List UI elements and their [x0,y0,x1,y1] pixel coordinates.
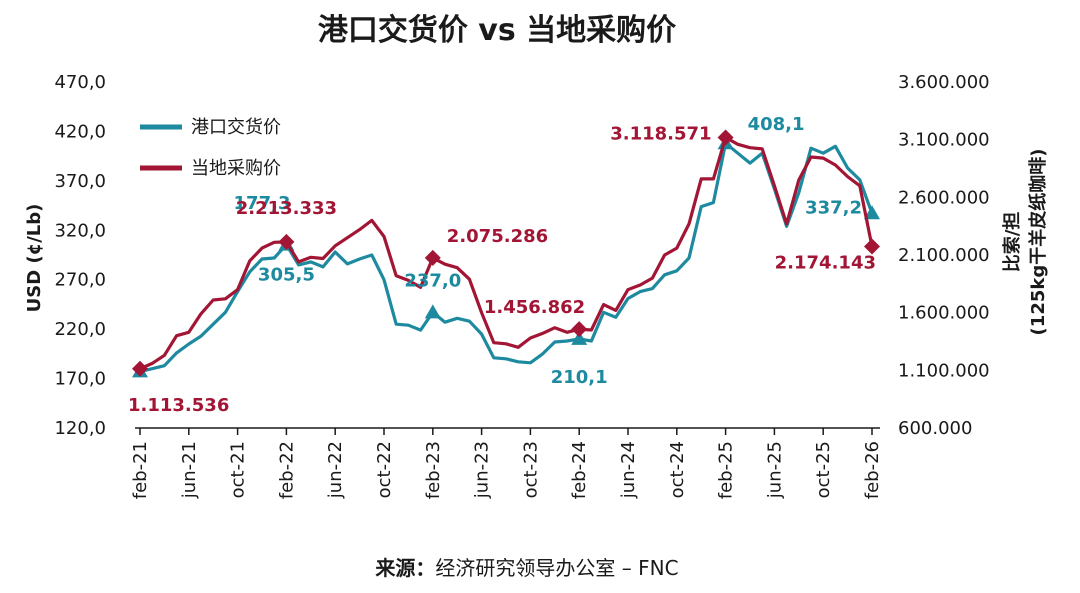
right-tick-label: 1.100.000 [898,360,990,381]
left-axis-title: USD (¢/Lb) [24,204,45,313]
data-label-fob: 237,0 [404,270,461,291]
chart-title: 港口交货价 vs 当地采购价 [318,13,676,48]
data-point-fob [571,330,588,345]
x-tick-label: feb-24 [569,441,590,499]
right-tick-label: 2.600.000 [898,187,990,208]
right-tick-label: 1.600.000 [898,303,990,324]
data-label-local: 1.113.536 [128,395,229,416]
x-tick-label: oct-22 [374,441,395,498]
left-tick-label: 170,0 [54,369,106,390]
right-axis-title-line1: 比索/担 [1001,212,1023,273]
x-tick-label: oct-25 [813,441,834,498]
data-label-fob: 305,5 [258,265,315,286]
data-point-local [424,249,441,266]
left-tick-label: 320,0 [54,220,106,241]
right-tick-label: 600.000 [898,418,972,439]
left-axis-ticks: 120,0 170,0 220,0 270,0 320,0 370,0 420,0 470,0 [54,72,106,439]
x-tick-label: oct-23 [520,441,541,498]
data-label-local: 3.118.571 [610,124,711,145]
x-tick-label: feb-23 [423,441,444,499]
left-tick-label: 220,0 [54,319,106,340]
x-tick-label: jun-22 [325,441,346,499]
data-point-fob [424,304,441,319]
right-tick-label: 3.100.000 [898,130,990,151]
data-label-local: 2.213.333 [236,198,337,219]
x-tick-label: feb-26 [862,441,883,499]
x-tick-label: feb-25 [716,441,737,499]
series-local-group [132,129,880,377]
legend-label-fob: 港口交货价 [191,117,281,138]
x-tick-label: oct-21 [228,441,249,498]
data-point-fob [864,205,880,220]
data-label-fob: 408,1 [748,114,805,135]
series-line-fob [138,141,874,373]
series-line-local [138,135,874,371]
data-point-local [864,238,880,255]
x-tick-label: jun-24 [618,441,639,499]
legend: 港口交货价 当地采购价 [140,117,281,179]
data-point-local [132,360,148,377]
data-label-fob: 210,1 [551,367,608,388]
source-label: 来源： [374,556,435,580]
data-label-local: 2.174.143 [775,252,876,273]
left-tick-label: 120,0 [54,418,106,439]
left-tick-label: 470,0 [54,72,106,93]
source-text: 经济研究领导办公室 – FNC [435,556,678,580]
left-tick-label: 420,0 [54,121,106,142]
right-axis-ticks: 600.000 1.100.000 1.600.000 2.100.000 2.600.… [898,72,990,439]
x-tick-label: jun-21 [179,441,200,499]
legend-label-local: 当地采购价 [191,158,281,179]
data-point-local [571,321,588,338]
right-axis-title-line2: (125kg干羊皮纸咖啡) [1027,149,1049,336]
data-label-local: 2.075.286 [447,226,548,247]
left-tick-label: 270,0 [54,270,106,291]
x-tick-label: jun-23 [472,441,493,499]
right-tick-label: 3.600.000 [898,72,990,93]
data-point-local [717,129,734,146]
x-axis-ticks: feb-21 jun-21 oct-21 feb-22 jun-22 oct-22 feb-… [130,428,883,499]
data-label-fob: 337,2 [805,197,862,218]
x-tick-label: jun-25 [764,441,785,499]
data-label-local: 1.456.862 [484,297,585,318]
x-tick-label: oct-24 [667,441,688,498]
left-tick-label: 370,0 [54,171,106,192]
x-tick-label: feb-21 [130,441,151,499]
source-note: 来源：经济研究领导办公室 – FNC [374,556,678,580]
x-tick-label: feb-22 [276,441,297,499]
right-tick-label: 2.100.000 [898,245,990,266]
data-label-fob: 177,3 [234,193,291,214]
annotations: 177,3 305,5 237,0 210,1 408,1 337,2 1.113.536 2… [128,114,876,416]
data-point-local [278,233,295,250]
